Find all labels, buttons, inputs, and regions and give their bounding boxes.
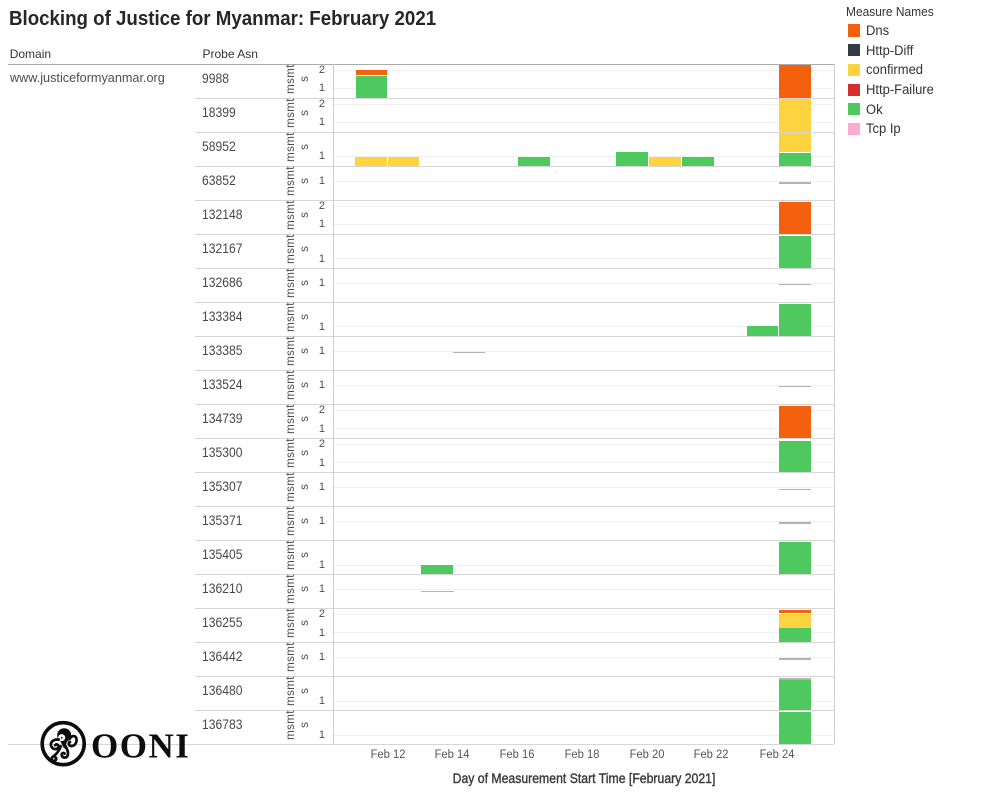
- svg-text:OONI: OONI: [91, 727, 190, 766]
